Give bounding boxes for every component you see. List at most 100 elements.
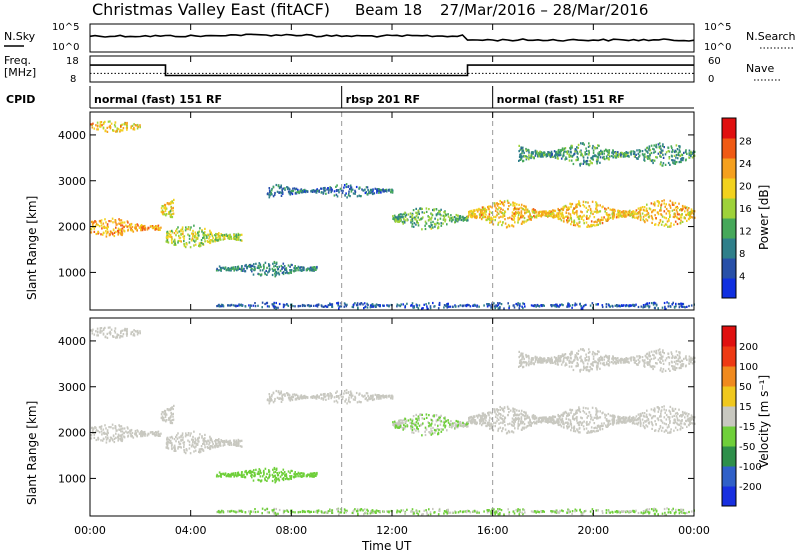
nsearch-tick-low: 10^0 [704,42,731,53]
power-cell [357,306,359,309]
velocity-cell [483,421,485,425]
velocity-cell [193,430,195,433]
power-cell [668,203,670,206]
velocity-cell [230,443,233,446]
power-cell [290,191,293,194]
velocity-cell [234,472,237,475]
velocity-cell [286,477,288,480]
power-cell [473,209,476,212]
power-cell [455,213,458,217]
power-cell [297,267,299,270]
velocity-cell [146,434,149,437]
power-cell [230,236,232,239]
power-cell [571,202,574,206]
power-cell [204,231,206,234]
velocity-cell [209,438,212,442]
power-cell [552,216,555,219]
velocity-cell [423,417,426,420]
power-cell [324,186,326,190]
power-cell [618,304,621,307]
velocity-cell [113,329,116,333]
velocity-cell [108,426,110,429]
velocity-cell [280,400,283,403]
power-cell [583,222,585,225]
power-cell [390,191,392,194]
power-cell [198,243,201,246]
power-cell [392,215,394,218]
velocity-cell [595,416,597,419]
velocity-cell [299,475,301,478]
power-cell [618,153,621,156]
velocity-cell [516,409,518,412]
power-cell [316,188,318,191]
power-cell [646,156,649,159]
velocity-cell [575,411,577,414]
power-cell [254,268,256,271]
velocity-cell [366,399,368,402]
power-cell [92,122,94,125]
power-cell [507,223,510,227]
power-cell [421,228,423,231]
power-cell [529,214,531,217]
velocity-cell [315,474,317,477]
power-cell [570,205,572,208]
power-cell [188,237,191,240]
power-cell [479,213,481,216]
power-cell [499,199,501,203]
velocity-cell [98,426,101,429]
power-cell [675,305,677,308]
velocity-cell [121,433,124,436]
power-cell [100,121,103,124]
velocity-cell [121,335,124,338]
power-cell [648,302,651,305]
power-cell [232,237,235,240]
power-cell [274,305,276,309]
power-cell [499,307,501,310]
velocity-cell [290,397,293,400]
velocity-cell [455,423,457,426]
velocity-cell [439,416,441,419]
power-cell [122,127,125,130]
power-cell [204,227,206,230]
velocity-cell [136,429,139,432]
power-cell [569,147,571,150]
velocity-cell [201,436,203,439]
power-cell [549,211,551,214]
power-cell [472,211,475,214]
power-cell [318,189,320,192]
power-cell [518,211,521,214]
power-cell [661,306,664,309]
power-cell [216,305,218,308]
velocity-cell [286,392,288,395]
velocity-cell [115,436,117,439]
velocity-cell [289,399,292,402]
power-cell [209,231,212,234]
power-cell [571,155,574,158]
velocity-cell [169,436,171,439]
power-cell [424,227,427,231]
velocity-cell [114,426,116,430]
power-cell [660,213,662,216]
power-cell [287,190,290,193]
power-cell [161,211,164,214]
power-cell [464,218,466,221]
power-cell [183,235,186,238]
velocity-cell [111,438,113,441]
power-cell [292,305,294,308]
velocity-cell [367,394,369,398]
power-cell [643,158,645,161]
power-cell [562,206,564,209]
power-cell [531,216,534,219]
velocity-cell [227,440,230,443]
power-cell [411,304,413,307]
velocity-cell [300,475,303,478]
velocity-cell [496,420,498,423]
power-cell [195,236,197,239]
power-cell [451,305,454,308]
velocity-cell [407,419,410,422]
velocity-cell [160,432,162,435]
velocity-cell [244,476,246,479]
power-cell [665,151,668,154]
power-cell [131,124,134,127]
power-cell [522,302,524,305]
